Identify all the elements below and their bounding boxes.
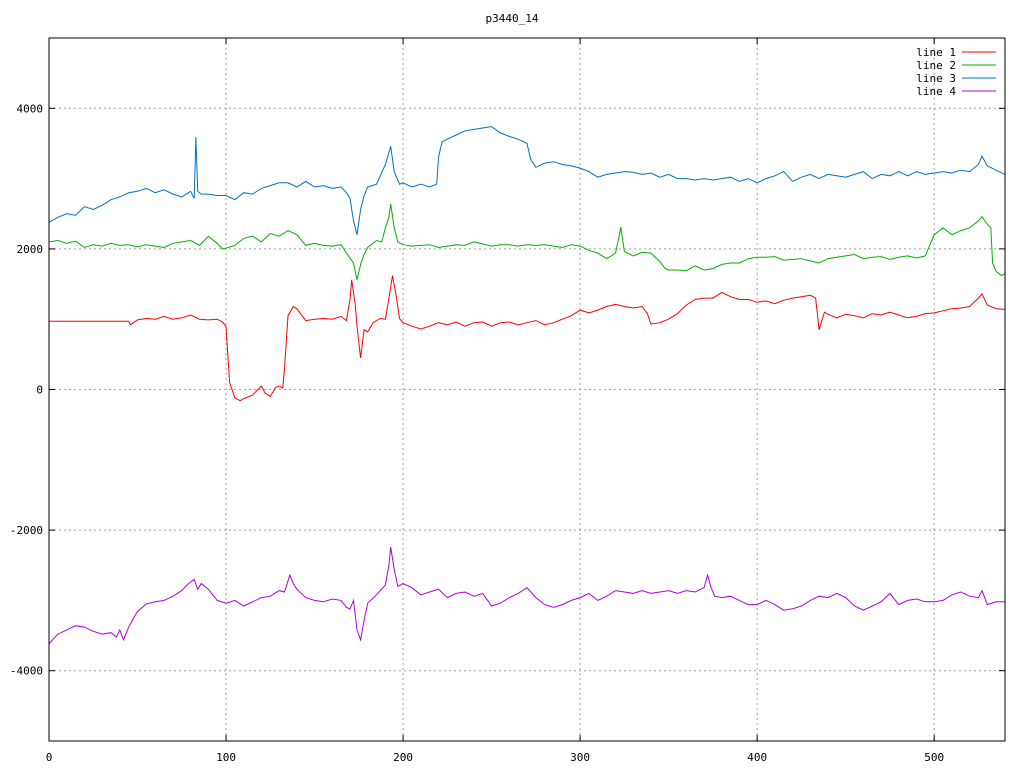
axis-ticks	[48, 38, 1005, 741]
series-group	[48, 126, 1006, 645]
y-tick-label: 4000	[17, 102, 44, 115]
x-tick-label: 400	[747, 751, 767, 764]
y-tick-label: -4000	[10, 665, 43, 678]
chart-title: p3440_14	[486, 12, 539, 25]
series-line-3	[48, 126, 1006, 235]
axis-tick-labels: 0 100 200 300 400 500 -4000 -2000 0 2000 4000	[10, 102, 944, 764]
x-tick-label: 200	[393, 751, 413, 764]
legend-label: line 3	[916, 72, 956, 85]
x-tick-label: 500	[924, 751, 944, 764]
x-tick-label: 300	[570, 751, 590, 764]
y-tick-label: 2000	[17, 243, 44, 256]
legend-label: line 2	[916, 59, 956, 72]
y-tick-label: -2000	[10, 524, 43, 537]
legend-label: line 4	[916, 85, 956, 98]
x-tick-label: 0	[46, 751, 53, 764]
series-line-2	[48, 203, 1006, 280]
legend-label: line 1	[916, 46, 956, 59]
grid	[49, 38, 1005, 741]
y-tick-label: 0	[36, 384, 43, 397]
x-tick-label: 100	[216, 751, 236, 764]
series-line-1	[49, 275, 1006, 402]
series-line-4	[48, 546, 1005, 645]
